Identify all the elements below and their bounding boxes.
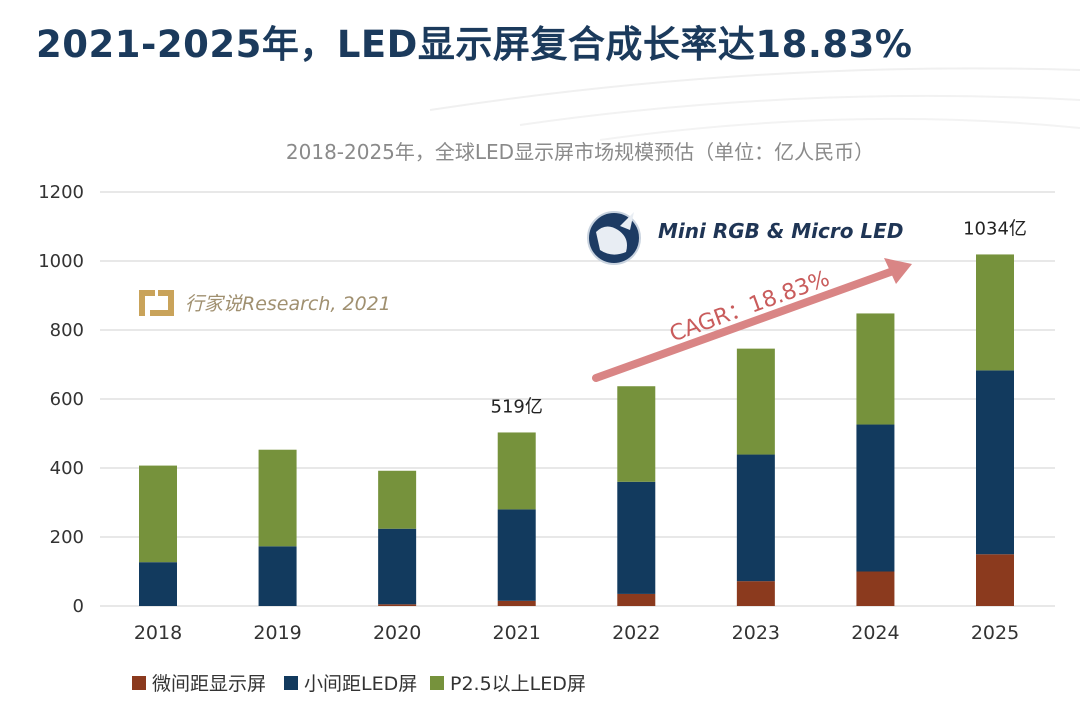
bar-2022-series-0	[617, 593, 656, 606]
bar-2020-series-0	[378, 604, 417, 606]
legend-item-micro: 微间距显示屏	[132, 673, 266, 695]
x-tick-label-2025: 2025	[971, 622, 1019, 644]
legend-item-p25: P2.5以上LED屏	[430, 673, 586, 695]
bar-2019-series-1	[258, 546, 297, 606]
technology-badge: Mini RGB & Micro LED	[587, 211, 903, 265]
x-axis-ticks: 2018 2019 2020 2021 2022 2023 2024 2025	[134, 622, 1019, 644]
bar-2024-series-1	[856, 424, 895, 572]
legend-item-small: 小间距LED屏	[284, 673, 417, 695]
y-tick-label-1200: 1200	[38, 182, 84, 203]
x-tick-label-2023: 2023	[732, 622, 780, 644]
y-tick-label-1000: 1000	[38, 251, 84, 272]
bar-2025-series-2	[976, 254, 1014, 371]
cagr-arrowhead	[884, 258, 912, 284]
legend-swatch-small	[284, 676, 298, 690]
x-tick-label-2018: 2018	[134, 622, 182, 644]
source-logo	[139, 290, 174, 316]
legend-swatch-p25	[430, 676, 444, 690]
bar-2025-series-0	[976, 554, 1014, 606]
bar-2022-series-2	[617, 386, 656, 482]
bar-2021-series-1	[497, 509, 536, 601]
bar-2021-series-0	[497, 600, 536, 606]
bar-2021-series-2	[497, 432, 536, 510]
bar-2023-series-0	[736, 581, 775, 606]
bar-2023-series-1	[736, 454, 775, 582]
page-title: 2021-2025年，LED显示屏复合成长率达18.83%	[36, 23, 913, 66]
y-tick-label-400: 400	[50, 458, 84, 479]
x-tick-label-2019: 2019	[253, 622, 301, 644]
bar-2024-series-2	[856, 313, 895, 425]
cagr-arrow	[592, 266, 900, 382]
chart-title: 2018-2025年，全球LED显示屏市场规模预估（单位：亿人民币）	[286, 140, 874, 164]
y-axis-ticks: 0 200 400 600 800 1000 1200	[38, 182, 84, 617]
annotation-2021: 519亿	[491, 396, 543, 417]
x-tick-label-2024: 2024	[851, 622, 899, 644]
bar-2019-series-2	[258, 449, 297, 547]
source-label: 行家说Research, 2021	[185, 293, 391, 315]
legend: 微间距显示屏 小间距LED屏 P2.5以上LED屏	[132, 673, 586, 695]
legend-label-micro: 微间距显示屏	[152, 673, 266, 695]
y-tick-label-600: 600	[50, 389, 84, 410]
y-tick-label-800: 800	[50, 320, 84, 341]
y-tick-label-0: 0	[73, 596, 84, 617]
annotation-2025: 1034亿	[963, 218, 1027, 239]
bar-2018-series-1	[139, 562, 177, 606]
x-tick-label-2020: 2020	[373, 622, 421, 644]
cagr-label: CAGR：18.83%	[666, 266, 833, 347]
bar-2024-series-0	[856, 571, 895, 606]
bar-2025-series-1	[976, 370, 1014, 555]
y-tick-label-200: 200	[50, 527, 84, 548]
bar-2023-series-2	[736, 348, 775, 455]
grid-lines	[100, 191, 1055, 607]
legend-label-p25: P2.5以上LED屏	[450, 673, 586, 695]
rocket-icon	[620, 212, 634, 230]
source-watermark: 行家说Research, 2021	[139, 290, 391, 316]
x-tick-label-2021: 2021	[493, 622, 541, 644]
bar-2020-series-2	[378, 470, 417, 529]
legend-swatch-micro	[132, 676, 146, 690]
bars	[139, 254, 1014, 606]
bar-2018-series-2	[139, 465, 177, 563]
bar-2022-series-1	[617, 481, 656, 594]
legend-label-small: 小间距LED屏	[304, 673, 417, 695]
bar-annotations: 519亿 1034亿	[491, 218, 1027, 417]
badge-label: Mini RGB & Micro LED	[658, 219, 903, 243]
x-tick-label-2022: 2022	[612, 622, 660, 644]
globe-land	[596, 226, 627, 255]
bar-2020-series-1	[378, 528, 417, 605]
